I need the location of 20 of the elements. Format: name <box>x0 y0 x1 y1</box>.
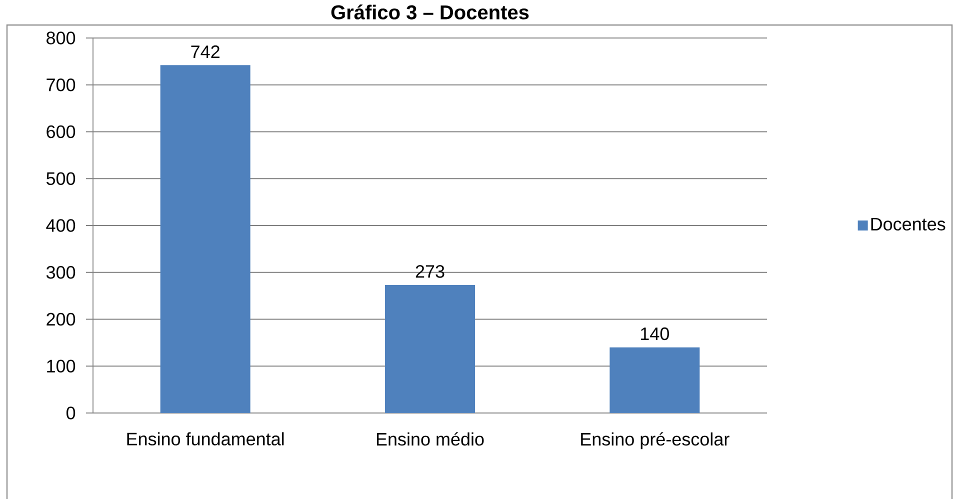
y-tick-label: 800 <box>46 32 76 44</box>
legend-label: Docentes <box>871 218 946 231</box>
x-tick-label: Ensino pré-escolar <box>581 432 730 450</box>
y-tick-label: 0 <box>66 406 76 420</box>
y-tick-label: 300 <box>46 266 76 279</box>
y-tick-label: 400 <box>46 219 76 232</box>
bar <box>610 347 700 413</box>
y-tick-label: 100 <box>47 360 76 372</box>
chart-title: Gráfico 3 – Docentes <box>331 4 529 20</box>
y-tick-label: 500 <box>46 172 76 185</box>
x-tick-label: Ensino fundamental <box>127 432 284 446</box>
data-label: 742 <box>191 45 220 58</box>
data-label: 140 <box>641 327 669 340</box>
x-tick-label: Ensino médio <box>376 432 484 446</box>
bar <box>160 65 250 413</box>
y-tick-label: 700 <box>46 78 76 92</box>
y-tick-label: 600 <box>46 125 76 138</box>
bar <box>385 285 476 413</box>
y-tick-label: 200 <box>46 312 76 326</box>
data-label: 273 <box>416 265 444 278</box>
